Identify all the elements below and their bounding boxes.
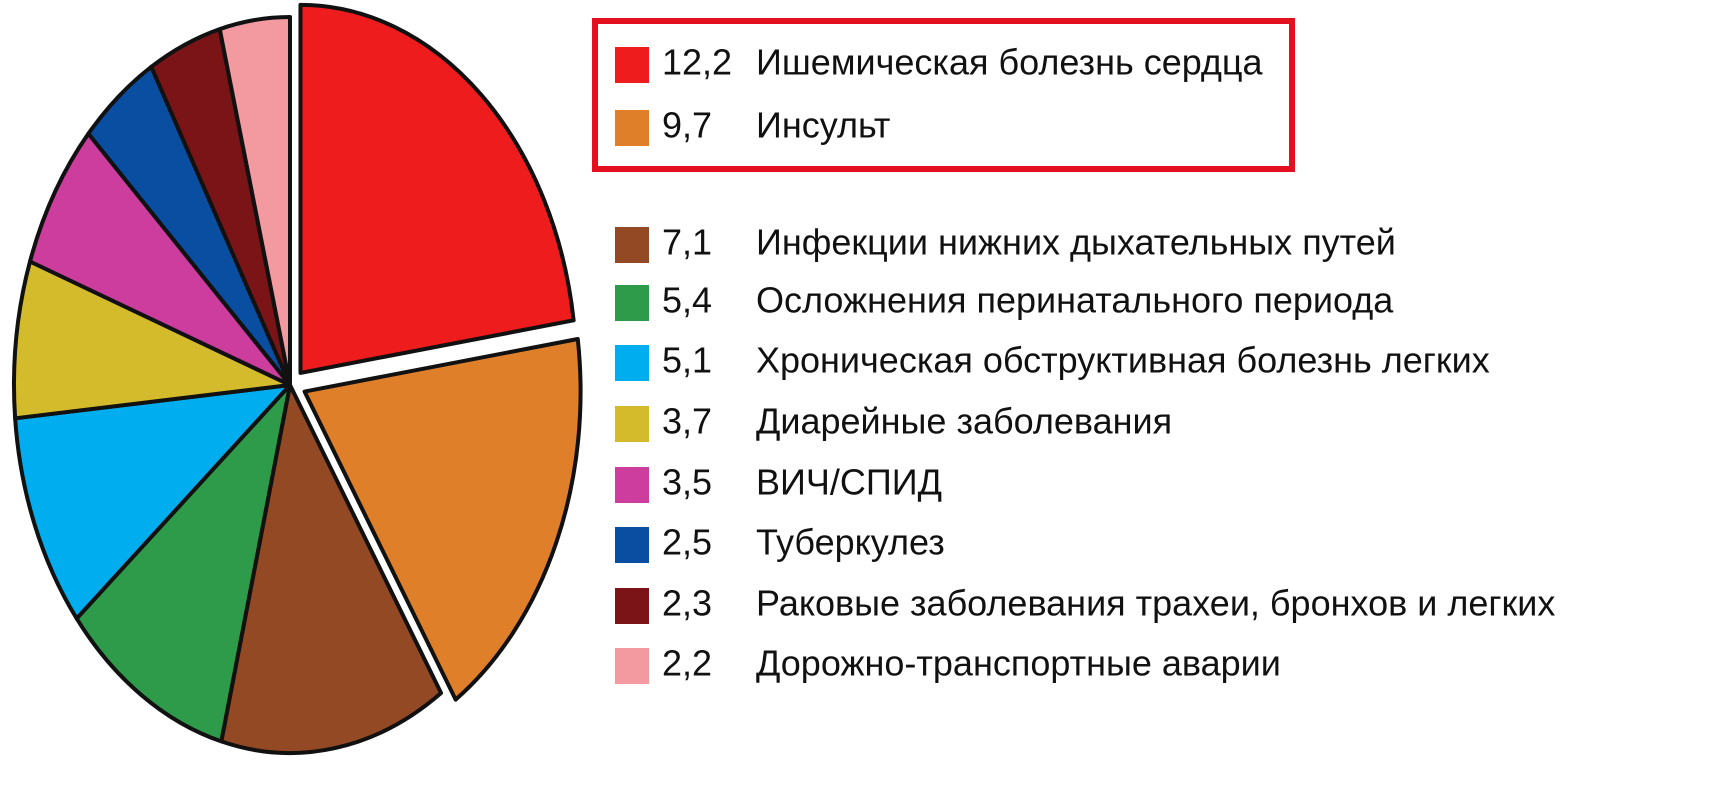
legend-label: ВИЧ/СПИД	[756, 462, 942, 503]
legend-value: 9,7	[662, 105, 712, 146]
pie-slice	[217, 15, 292, 387]
legend-swatch	[615, 588, 649, 624]
pie-slice	[74, 383, 292, 744]
legend-value: 2,5	[662, 522, 712, 563]
pie-slice	[219, 383, 444, 755]
legend-label: Хроническая обструктивная болезнь легких	[756, 340, 1490, 381]
legend-swatch	[615, 285, 649, 321]
legend-value: 2,2	[662, 643, 712, 684]
legend-label: Раковые заболевания трахеи, бронхов и ле…	[756, 583, 1555, 624]
pie-slice	[13, 383, 292, 621]
legend-label: Туберкулез	[756, 522, 945, 563]
legend-label: Инфекции нижних дыхательных путей	[756, 222, 1396, 263]
legend-value: 5,4	[662, 280, 712, 321]
legend-label: Осложнения перинатального периода	[756, 280, 1394, 321]
pie-slice	[12, 259, 292, 421]
pie-slice	[28, 131, 292, 387]
legend-swatch	[615, 467, 649, 503]
legend-label: Диарейные заболевания	[756, 401, 1172, 442]
legend-value: 3,7	[662, 401, 712, 442]
pie-slice	[302, 337, 583, 702]
highlight-box	[592, 18, 1295, 172]
legend-value: 2,3	[662, 583, 712, 624]
legend-label: Ишемическая болезнь сердца	[756, 42, 1264, 83]
legend-swatch	[615, 47, 649, 83]
legend-value: 12,2	[662, 42, 732, 83]
legend-label: Дорожно-транспортные аварии	[756, 643, 1281, 684]
pie-slice	[298, 2, 576, 375]
legend-swatch	[615, 227, 649, 263]
legend-swatch	[615, 345, 649, 381]
legend-swatch	[615, 406, 649, 442]
legend-value: 7,1	[662, 222, 712, 263]
legend-swatch	[615, 110, 649, 146]
legend-value: 3,5	[662, 462, 712, 503]
legend-swatch	[615, 527, 649, 563]
legend-value: 5,1	[662, 340, 712, 381]
legend-swatch	[615, 648, 649, 684]
legend-label: Инсульт	[756, 105, 890, 146]
